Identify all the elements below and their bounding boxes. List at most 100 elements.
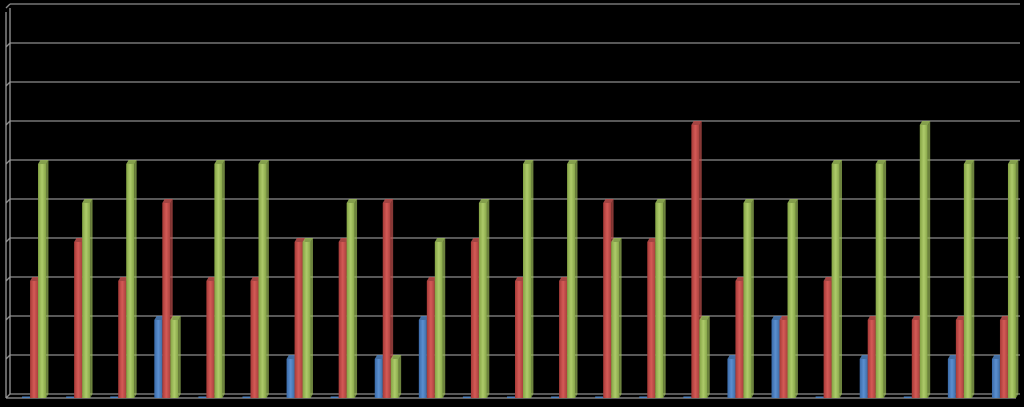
bar-base <box>198 396 207 398</box>
bar-base <box>22 396 31 398</box>
bar-front <box>302 242 311 398</box>
bar <box>82 199 93 398</box>
bar-side <box>178 316 181 398</box>
bar-front <box>875 164 884 398</box>
bar-front <box>294 242 303 398</box>
bar-side <box>266 160 269 398</box>
bar-side <box>707 316 710 398</box>
bar-side <box>1015 160 1019 398</box>
bar-side <box>90 199 93 398</box>
bar-top <box>118 277 129 281</box>
bar-side <box>46 160 49 398</box>
bar <box>639 396 648 398</box>
bar-top <box>258 160 269 164</box>
bar-top <box>771 316 782 320</box>
bar <box>523 160 534 398</box>
bar-front <box>603 203 612 398</box>
bar-top <box>955 316 967 320</box>
bar-top <box>170 316 181 320</box>
bar-front <box>258 164 267 398</box>
bar-side <box>531 160 534 398</box>
bar-front <box>250 281 259 398</box>
bar-side <box>575 160 578 398</box>
bar-front <box>82 203 91 398</box>
bar-top <box>779 316 790 320</box>
bar-top <box>38 160 49 164</box>
bar-top <box>691 121 702 125</box>
bar <box>875 160 887 398</box>
bar-base <box>595 396 604 398</box>
bar <box>462 396 471 398</box>
bar-side <box>354 199 358 398</box>
bar-front <box>691 125 700 398</box>
bar-front <box>779 320 788 398</box>
bar-base <box>551 396 560 398</box>
bar <box>434 238 446 398</box>
bar-front <box>999 320 1008 398</box>
bar-side <box>222 160 225 398</box>
bar-top <box>603 199 614 203</box>
bar-base <box>66 396 75 398</box>
bar-side <box>795 199 798 398</box>
bar-front <box>515 281 523 398</box>
bar-front <box>478 203 487 398</box>
bar-front <box>727 359 736 398</box>
bar-side <box>971 160 975 398</box>
bar-top <box>82 199 93 203</box>
bar-top <box>515 277 526 281</box>
bar <box>831 160 843 398</box>
bar <box>110 396 119 398</box>
bar-front <box>955 320 964 398</box>
bar-front <box>470 242 479 398</box>
bar-top <box>426 277 438 281</box>
bar-top <box>30 277 41 281</box>
bar-front <box>699 320 708 398</box>
bar-top <box>478 199 490 203</box>
bar <box>611 238 622 398</box>
bar-top <box>374 355 386 359</box>
bar <box>507 396 515 398</box>
bar-front <box>374 359 383 398</box>
bar-top <box>250 277 261 281</box>
bar <box>22 396 31 398</box>
bar <box>302 238 313 398</box>
bar-front <box>162 203 171 398</box>
bar-top <box>867 316 879 320</box>
bar <box>1007 160 1019 398</box>
bar-side <box>390 199 394 398</box>
bar <box>258 160 269 398</box>
bar-front <box>390 359 399 398</box>
bar-front <box>991 359 1000 398</box>
bar-front <box>735 281 744 398</box>
bar-top <box>735 277 746 281</box>
bar-top <box>418 316 430 320</box>
bar-front <box>559 281 568 398</box>
gridline-edge <box>5 276 11 282</box>
bar <box>242 396 251 398</box>
bar-top <box>787 199 798 203</box>
bar-side <box>310 238 313 398</box>
bar-front <box>919 125 928 398</box>
bar-top <box>699 316 710 320</box>
bar-top <box>647 238 658 242</box>
bar <box>567 160 578 398</box>
gridline-edge <box>5 120 11 126</box>
bar <box>963 160 975 398</box>
bar-front <box>1007 164 1016 398</box>
bar-front <box>418 320 427 398</box>
bar-top <box>823 277 835 281</box>
bar <box>551 396 560 398</box>
gridline-edge <box>5 3 11 9</box>
bar-base <box>683 396 692 398</box>
bar-front <box>771 320 780 398</box>
bar-top <box>294 238 305 242</box>
gridline-edge <box>5 42 11 48</box>
gridline-edge <box>5 354 11 360</box>
bar-side <box>134 160 137 398</box>
bar-top <box>947 355 959 359</box>
bar-base <box>330 396 339 398</box>
bar <box>198 396 207 398</box>
bar-top <box>286 355 297 359</box>
bar-front <box>787 203 796 398</box>
